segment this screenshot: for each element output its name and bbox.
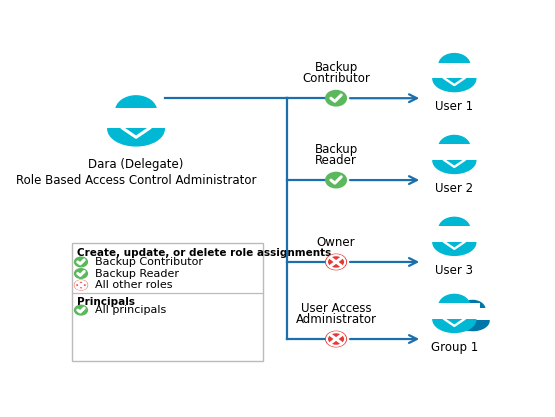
Text: Group 1: Group 1 [431, 341, 478, 354]
Text: Backup Reader: Backup Reader [95, 269, 179, 279]
FancyBboxPatch shape [428, 144, 480, 160]
Text: Create, update, or delete role assignments: Create, update, or delete role assignmen… [77, 249, 331, 259]
FancyBboxPatch shape [102, 108, 170, 128]
Text: Backup: Backup [315, 143, 357, 156]
Text: Owner: Owner [317, 236, 355, 249]
Ellipse shape [433, 148, 476, 173]
Circle shape [74, 257, 88, 267]
Text: User 3: User 3 [435, 264, 473, 276]
Text: All other roles: All other roles [95, 280, 173, 290]
Text: User 2: User 2 [435, 182, 473, 195]
Ellipse shape [433, 65, 476, 92]
Circle shape [326, 332, 346, 347]
Text: Principals: Principals [77, 296, 135, 306]
Circle shape [326, 254, 346, 270]
Text: Administrator: Administrator [296, 313, 376, 326]
Text: All principals: All principals [95, 305, 166, 315]
Circle shape [439, 136, 470, 158]
FancyBboxPatch shape [72, 243, 263, 362]
Text: Backup Contributor: Backup Contributor [95, 257, 203, 267]
Circle shape [326, 90, 346, 106]
Ellipse shape [456, 311, 489, 331]
Circle shape [115, 96, 157, 126]
Circle shape [74, 280, 88, 290]
Text: Role Based Access Control Administrator: Role Based Access Control Administrator [16, 173, 256, 187]
Circle shape [326, 172, 346, 188]
Text: Contributor: Contributor [302, 73, 370, 85]
Circle shape [439, 217, 470, 241]
Ellipse shape [108, 112, 164, 146]
Text: Reader: Reader [315, 154, 357, 167]
Text: Backup: Backup [315, 61, 357, 74]
Text: User 1: User 1 [435, 100, 473, 113]
FancyBboxPatch shape [428, 63, 480, 78]
Ellipse shape [433, 306, 476, 332]
Text: Dara (Delegate): Dara (Delegate) [88, 158, 184, 171]
Circle shape [461, 301, 485, 319]
FancyBboxPatch shape [428, 226, 480, 242]
FancyBboxPatch shape [428, 304, 480, 319]
FancyBboxPatch shape [453, 309, 492, 320]
Circle shape [74, 269, 88, 278]
Circle shape [74, 305, 88, 315]
Circle shape [439, 294, 470, 318]
Ellipse shape [433, 229, 476, 255]
Circle shape [439, 53, 470, 77]
Text: User Access: User Access [301, 302, 371, 315]
